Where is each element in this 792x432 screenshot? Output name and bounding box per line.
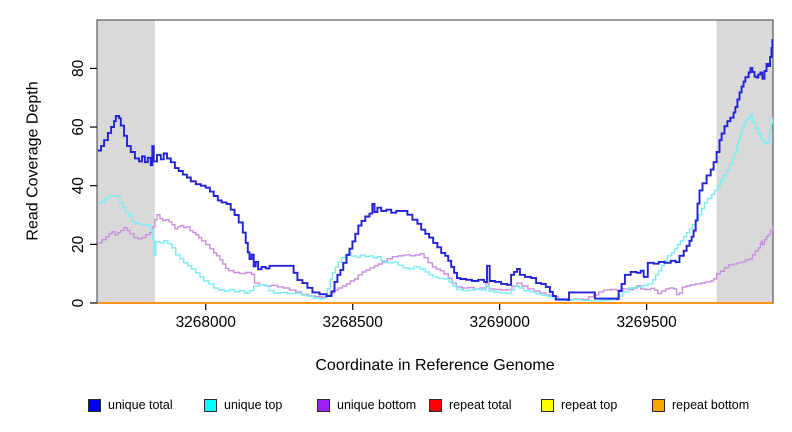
series-line-unique-top	[97, 113, 774, 302]
legend-item-unique-bottom: unique bottom	[317, 398, 416, 412]
y-tick-label: 0	[70, 298, 87, 307]
legend-item-repeat-top: repeat top	[541, 398, 617, 412]
legend-label: repeat top	[561, 398, 618, 412]
legend-swatch	[204, 398, 217, 412]
legend-swatch	[541, 398, 554, 412]
y-tick-label: 80	[70, 59, 87, 77]
legend-item-unique-total: unique total	[88, 398, 173, 412]
x-tick-label: 3268500	[323, 314, 384, 331]
y-tick-label: 20	[70, 235, 87, 253]
y-axis-title: Read Coverage Depth	[24, 81, 42, 241]
legend-label: repeat total	[449, 398, 512, 412]
legend-swatch	[317, 398, 330, 412]
x-axis-title: Coordinate in Reference Genome	[315, 357, 555, 374]
legend-item-repeat-total: repeat total	[429, 398, 512, 412]
highlight-region	[716, 20, 773, 303]
series-line-unique-bottom	[97, 214, 774, 301]
x-tick-label: 3268000	[176, 314, 237, 331]
legend-swatch	[652, 398, 665, 412]
legend-swatch	[88, 398, 101, 412]
legend-item-unique-top: unique top	[204, 398, 282, 412]
legend-swatch	[429, 398, 442, 412]
legend-label: unique bottom	[337, 398, 417, 412]
legend-label: unique total	[108, 398, 173, 412]
y-tick-label: 40	[70, 177, 87, 195]
legend-label: unique top	[224, 398, 283, 412]
legend-item-repeat-bottom: repeat bottom	[652, 398, 749, 412]
legend-label: repeat bottom	[672, 398, 750, 412]
series-line-unique-total	[97, 39, 774, 302]
x-tick-label: 3269500	[616, 314, 677, 331]
y-tick-label: 60	[70, 118, 87, 136]
x-tick-label: 3269000	[469, 314, 530, 331]
